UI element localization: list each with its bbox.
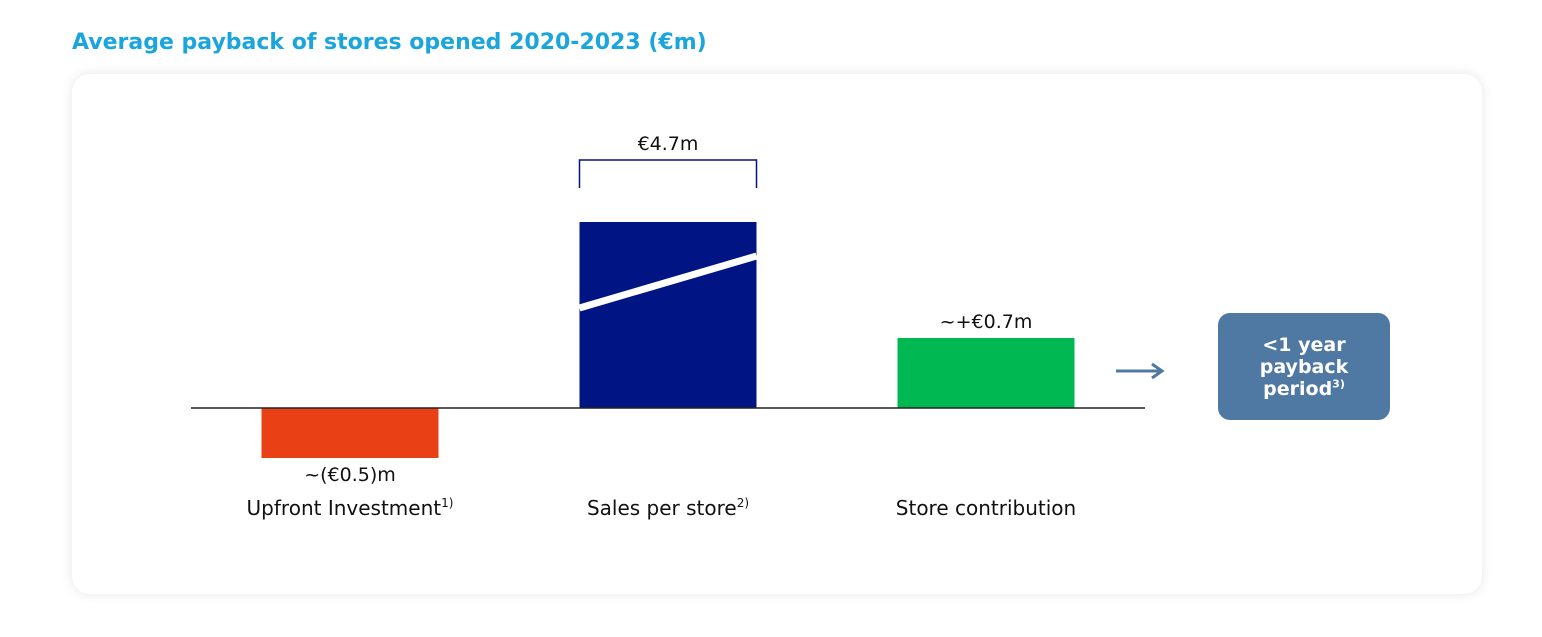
category-label-store-contribution: Store contribution	[896, 496, 1076, 520]
bar-store-contribution	[897, 338, 1075, 408]
bar-sales-per-store	[579, 222, 757, 408]
axis-break-line	[578, 252, 758, 312]
arrow-right-icon	[1116, 362, 1165, 380]
category-label-sales-per-store: Sales per store2)	[587, 496, 749, 520]
callout-line-2: payback	[1259, 355, 1349, 378]
chart-title: Average payback of stores opened 2020-20…	[72, 30, 707, 55]
value-label-upfront-investment: ~(€0.5)m	[304, 464, 396, 486]
bar-chart: ~(€0.5)m Upfront Investment1) €4.7m Sales p…	[191, 133, 1165, 520]
payback-callout: <1 year payback period3)	[1218, 313, 1390, 420]
bars-group	[261, 159, 1075, 458]
category-label-upfront-investment: Upfront Investment1)	[247, 496, 454, 520]
callout-line-3: period	[1263, 377, 1333, 400]
bar-break-bracket	[578, 159, 758, 188]
callout-line-3-wrap: period3)	[1263, 378, 1345, 400]
value-label-sales-per-store: €4.7m	[638, 133, 699, 155]
callout-line-1: <1 year	[1262, 333, 1346, 356]
callout-footnote: 3)	[1332, 377, 1345, 391]
bar-upfront-investment	[261, 408, 439, 458]
labels-group: ~(€0.5)m Upfront Investment1) €4.7m Sales p…	[247, 133, 1077, 520]
value-label-store-contribution: ~+€0.7m	[940, 311, 1033, 333]
